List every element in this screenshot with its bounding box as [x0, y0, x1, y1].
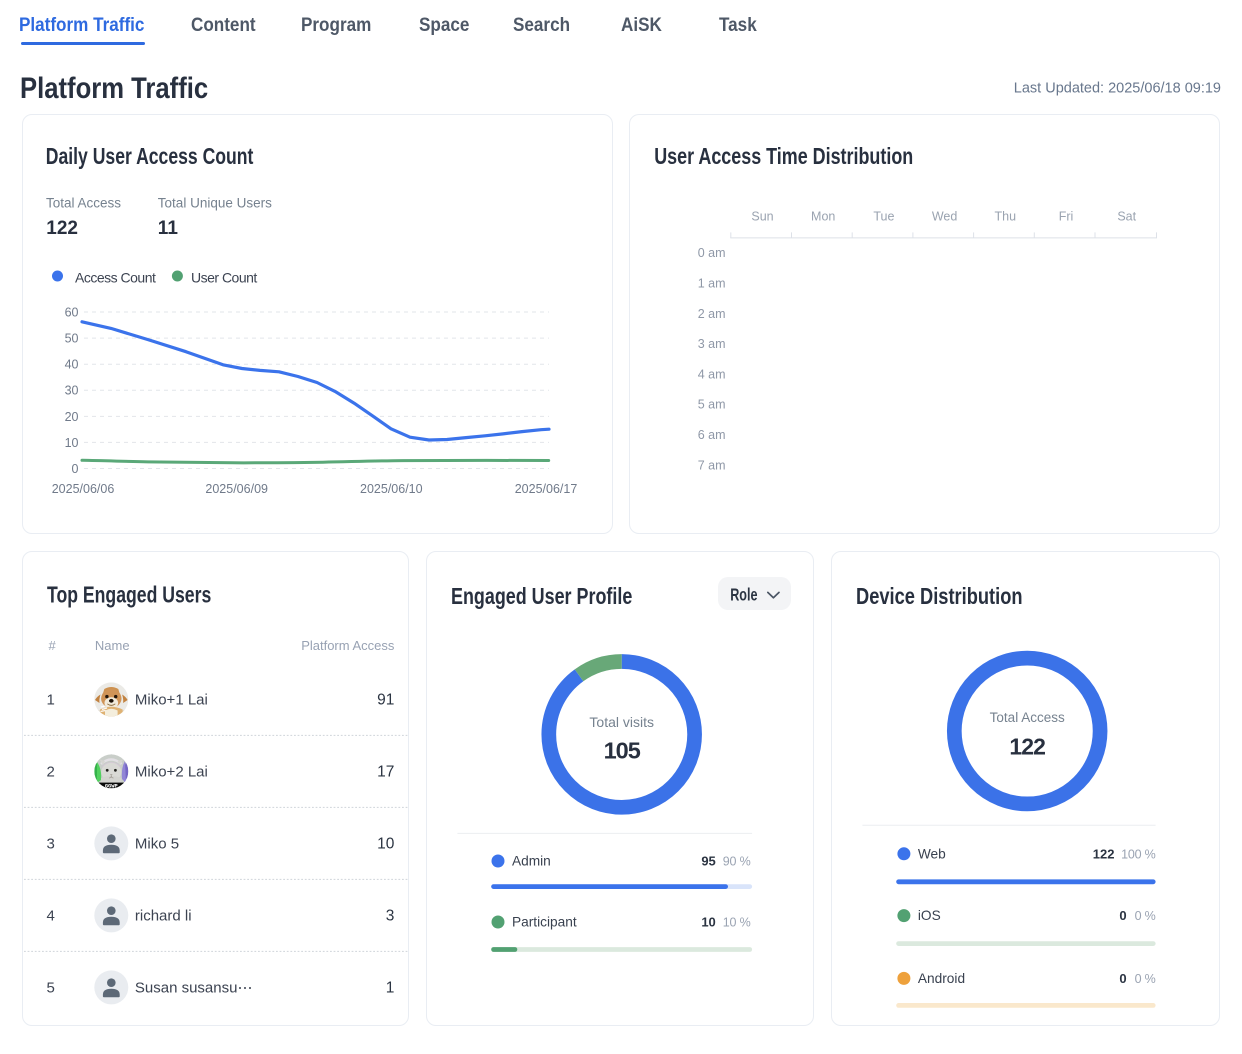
svg-text:0: 0 [72, 462, 79, 476]
svg-text:105: 105 [604, 738, 641, 764]
svg-text:richard li: richard li [135, 908, 192, 925]
svg-text:2025/06/10: 2025/06/10 [360, 482, 423, 496]
svg-text:2025/06/09: 2025/06/09 [205, 482, 268, 496]
svg-text:40: 40 [65, 358, 79, 372]
svg-text:Thu: Thu [995, 210, 1017, 224]
svg-text:Miko+1 Lai: Miko+1 Lai [135, 692, 208, 709]
svg-text:Role: Role [730, 586, 757, 606]
svg-text:Total Access: Total Access [46, 195, 121, 210]
svg-text:6 am: 6 am [698, 428, 726, 442]
svg-text:60: 60 [65, 305, 79, 319]
svg-text:Android: Android [918, 971, 965, 986]
svg-text:User Count: User Count [191, 269, 257, 285]
svg-text:5: 5 [47, 980, 55, 997]
svg-text:4 am: 4 am [698, 367, 726, 381]
svg-text:Susan susansu⋯: Susan susansu⋯ [135, 980, 253, 997]
svg-text:4: 4 [47, 908, 55, 925]
svg-text:17: 17 [377, 764, 394, 781]
svg-text:11: 11 [158, 218, 179, 239]
svg-text:10: 10 [701, 915, 715, 930]
svg-text:Fri: Fri [1059, 210, 1074, 224]
svg-text:91: 91 [377, 692, 394, 709]
svg-text:2025/06/17: 2025/06/17 [515, 482, 578, 496]
svg-text:0 am: 0 am [698, 246, 726, 260]
svg-text:Wed: Wed [932, 210, 958, 224]
svg-text:Device Distribution: Device Distribution [856, 584, 1023, 609]
svg-text:10: 10 [377, 836, 395, 853]
svg-text:Total Unique Users: Total Unique Users [158, 195, 272, 210]
svg-text:Last Updated: 2025/06/18 09:19: Last Updated: 2025/06/18 09:19 [1014, 80, 1221, 96]
svg-text:122: 122 [1093, 846, 1115, 861]
svg-text:Admin: Admin [512, 853, 551, 868]
svg-text:3 am: 3 am [698, 337, 726, 351]
svg-text:Total visits: Total visits [589, 714, 654, 730]
svg-text:Sat: Sat [1117, 210, 1136, 224]
svg-text:Access Count: Access Count [75, 269, 156, 285]
svg-text:3: 3 [47, 836, 55, 853]
svg-text:0: 0 [1119, 908, 1126, 923]
svg-text:Participant: Participant [512, 915, 577, 930]
svg-text:Miko+2 Lai: Miko+2 Lai [135, 764, 208, 781]
svg-text:Total Access: Total Access [990, 710, 1065, 725]
svg-text:1 am: 1 am [698, 277, 726, 291]
svg-text:5 am: 5 am [698, 398, 726, 412]
svg-text:30: 30 [65, 384, 79, 398]
svg-text:User Access Time Distribution: User Access Time Distribution [654, 144, 913, 170]
svg-text:1: 1 [47, 692, 55, 709]
svg-text:122: 122 [46, 218, 78, 239]
svg-text:50: 50 [65, 332, 79, 346]
svg-text:Miko 5: Miko 5 [135, 836, 179, 853]
svg-text:0 %: 0 % [1135, 972, 1156, 986]
svg-text:iOS: iOS [918, 908, 941, 923]
svg-text:95: 95 [701, 853, 715, 868]
svg-text:90 %: 90 % [723, 854, 751, 868]
svg-text:2 am: 2 am [698, 307, 726, 321]
svg-text:1: 1 [386, 980, 395, 997]
svg-text:Daily User Access Count: Daily User Access Count [46, 144, 254, 170]
svg-text:Top Engaged Users: Top Engaged Users [47, 582, 211, 608]
svg-text:2: 2 [47, 764, 55, 781]
svg-text:Mon: Mon [811, 210, 835, 224]
svg-text:20: 20 [65, 410, 79, 424]
svg-text:Platform Access: Platform Access [301, 638, 395, 653]
svg-text:Engaged User Profile: Engaged User Profile [451, 584, 632, 610]
svg-text:Name: Name [95, 638, 130, 653]
svg-text:10 %: 10 % [723, 916, 751, 930]
svg-text:Tue: Tue [873, 210, 894, 224]
svg-text:100 %: 100 % [1121, 847, 1156, 861]
svg-text:#: # [49, 638, 57, 653]
svg-text:7 am: 7 am [698, 458, 726, 472]
svg-text:GGWP: GGWP [105, 783, 118, 789]
svg-text:0 %: 0 % [1135, 909, 1156, 923]
svg-text:2025/06/06: 2025/06/06 [52, 482, 115, 496]
svg-text:0: 0 [1119, 971, 1126, 986]
svg-text:122: 122 [1009, 734, 1045, 760]
svg-text:Web: Web [918, 846, 946, 861]
svg-text:3: 3 [386, 908, 395, 925]
svg-text:Sun: Sun [751, 210, 773, 224]
svg-text:10: 10 [65, 436, 79, 450]
